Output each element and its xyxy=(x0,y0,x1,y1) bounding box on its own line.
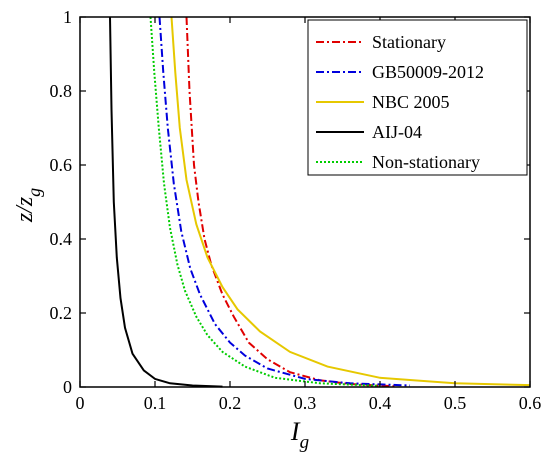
legend-label-1: GB50009-2012 xyxy=(372,62,484,82)
legend: Stationary GB50009-2012 NBC 2005 AIJ-04 Non-… xyxy=(307,19,528,176)
y-axis-title-sub: g xyxy=(24,188,44,197)
legend-label-2: NBC 2005 xyxy=(372,92,450,112)
y-axis-title: z/zg xyxy=(12,188,44,223)
legend-box xyxy=(307,19,528,176)
legend-label-3: AIJ-04 xyxy=(372,122,422,142)
x-tick-label: 0.2 xyxy=(219,393,242,413)
series-line-4 xyxy=(149,16,381,387)
series-line-0 xyxy=(185,16,396,388)
x-tick-label: 0 xyxy=(76,393,85,413)
x-axis-title: Ig xyxy=(290,417,309,453)
y-tick-label: 0 xyxy=(63,377,72,397)
legend-label-4: Non-stationary xyxy=(372,152,480,172)
y-tick-label: 0.4 xyxy=(50,229,73,249)
axis-tick-labels: 0 0.1 0.2 0.3 0.4 0.5 0.6 0 0.2 0.4 0.6 0.8 1 xyxy=(50,7,542,413)
x-axis-title-sub: g xyxy=(300,432,310,453)
series-line-3 xyxy=(109,16,223,388)
legend-label-0: Stationary xyxy=(372,32,446,52)
y-tick-label: 0.6 xyxy=(50,155,73,175)
y-tick-label: 0.8 xyxy=(50,81,73,101)
x-tick-label: 0.4 xyxy=(369,393,392,413)
x-tick-label: 0.1 xyxy=(144,393,167,413)
x-axis-title-main: I xyxy=(290,417,301,446)
y-tick-label: 0.2 xyxy=(50,303,73,323)
y-tick-label: 1 xyxy=(63,7,72,27)
x-tick-label: 0.5 xyxy=(444,393,467,413)
series-lines xyxy=(109,16,531,388)
y-axis-title-main: z/z xyxy=(12,196,38,223)
x-tick-label: 0.6 xyxy=(519,393,542,413)
series-line-1 xyxy=(158,16,411,387)
x-tick-label: 0.3 xyxy=(294,393,317,413)
series-line-2 xyxy=(170,16,531,387)
